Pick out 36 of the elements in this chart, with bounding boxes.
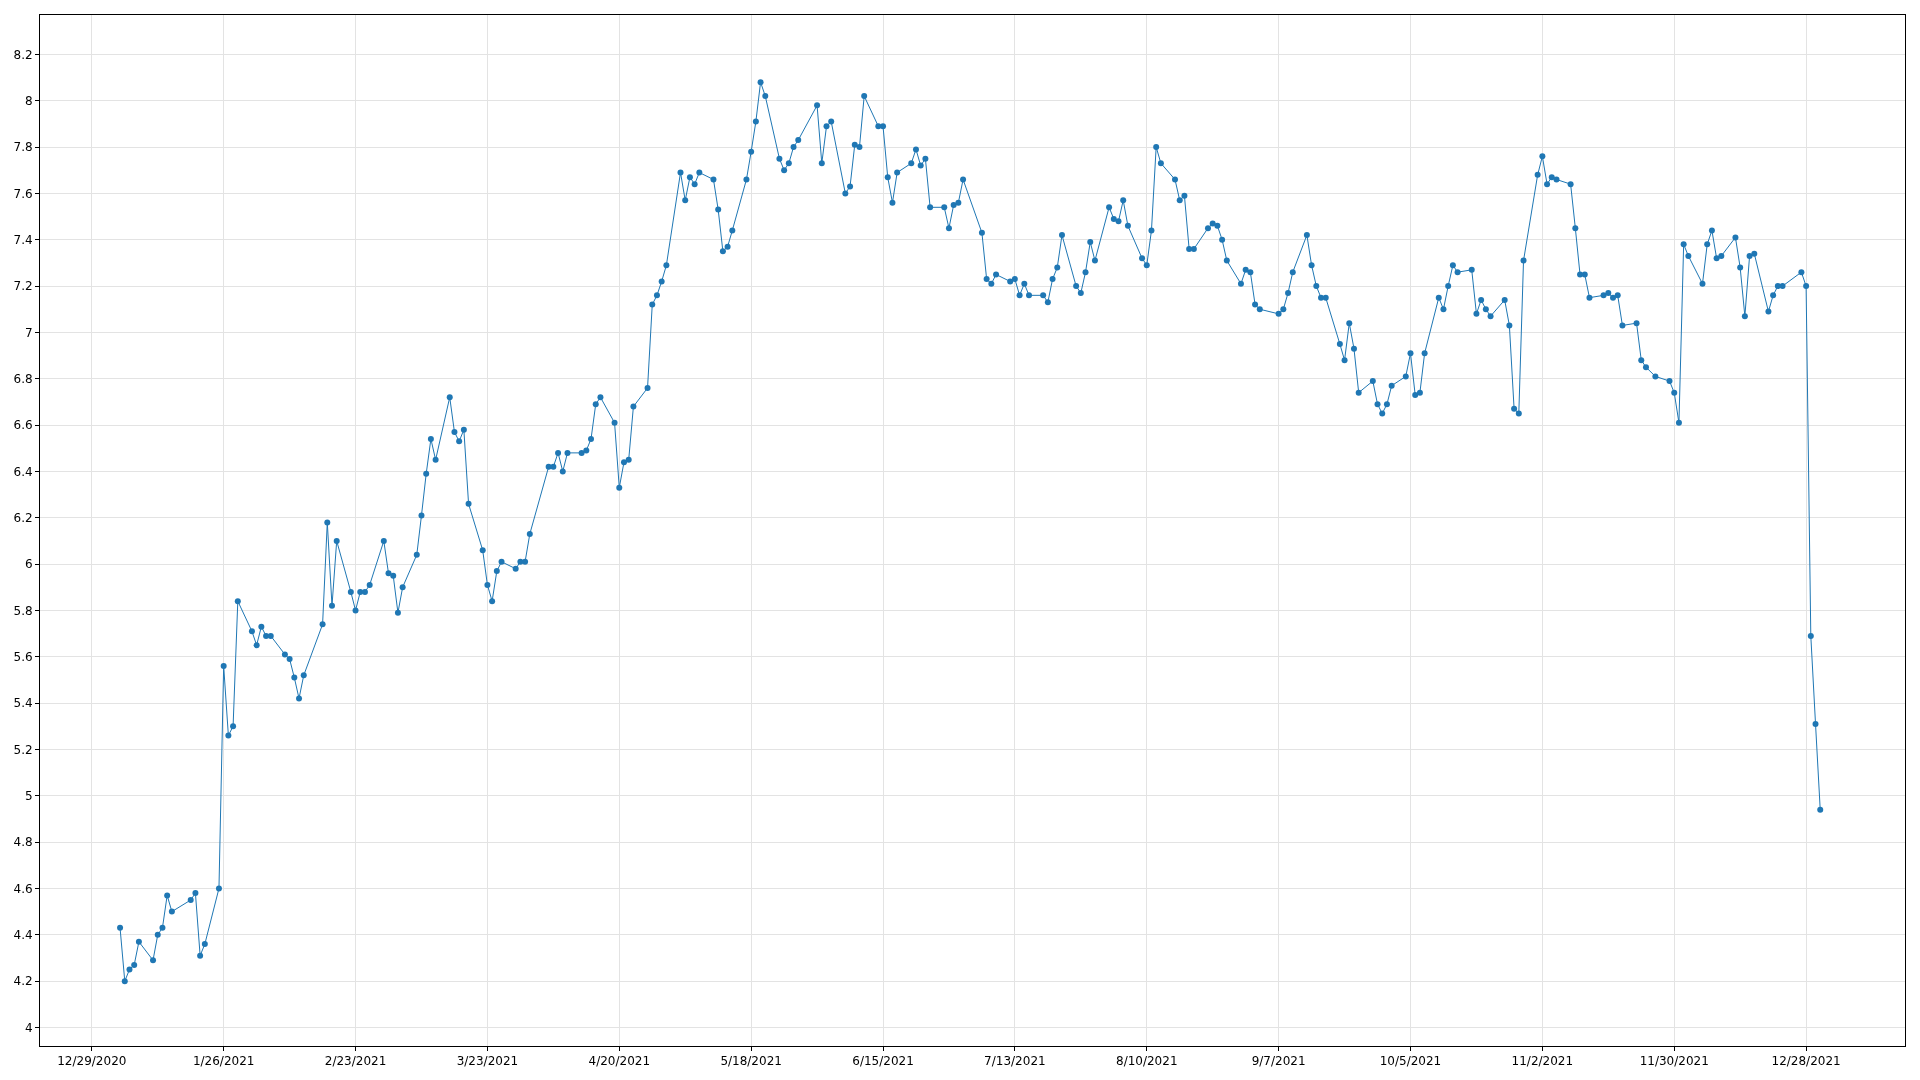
y-tick-label: 4.8 [13,835,33,850]
x-tick-label: 12/29/2020 [57,1054,127,1069]
x-tick-label: 4/20/2021 [588,1054,651,1069]
x-tick-label: 12/28/2021 [1771,1054,1841,1069]
x-tick-label: 3/23/2021 [456,1054,519,1069]
y-tick-label: 8 [24,93,33,108]
x-tick-label: 7/13/2021 [984,1054,1046,1069]
y-tick-label: 5.8 [13,603,33,618]
x-tick-label: 10/5/2021 [1379,1054,1442,1069]
x-tick-label: 5/18/2021 [720,1054,782,1069]
y-tick-label: 4.2 [13,974,33,989]
y-tick-label: 7.2 [13,279,33,294]
y-tick-label: 5.4 [13,696,33,711]
x-tick-label: 8/10/2021 [1115,1054,1178,1069]
y-tick-label: 6 [24,557,33,572]
y-tick-label: 4.6 [13,881,33,896]
x-tick-label: 1/26/2021 [192,1054,255,1069]
x-tick-label: 2/23/2021 [324,1054,387,1069]
y-tick-label: 7.4 [13,232,33,247]
y-tick-label: 8.2 [13,47,33,62]
y-tick-label: 7.8 [13,140,33,155]
y-tick-label: 6.2 [13,510,33,525]
y-tick-label: 5.6 [13,649,33,664]
x-tick-label: 11/2/2021 [1511,1054,1574,1069]
x-tick-label: 11/30/2021 [1639,1054,1709,1069]
x-tick-label: 9/7/2021 [1251,1054,1306,1069]
y-tick-label: 6.4 [13,464,33,479]
y-tick-label: 6.6 [13,418,33,433]
y-tick-label: 4.4 [13,927,33,942]
y-tick-label: 7 [24,325,33,340]
y-tick-label: 5 [24,788,33,803]
x-tick-label: 6/15/2021 [852,1054,914,1069]
y-tick-label: 7.6 [13,186,33,201]
y-tick-label: 6.8 [13,371,33,386]
y-tick-label: 4 [24,1020,33,1035]
y-tick-label: 5.2 [13,742,33,757]
